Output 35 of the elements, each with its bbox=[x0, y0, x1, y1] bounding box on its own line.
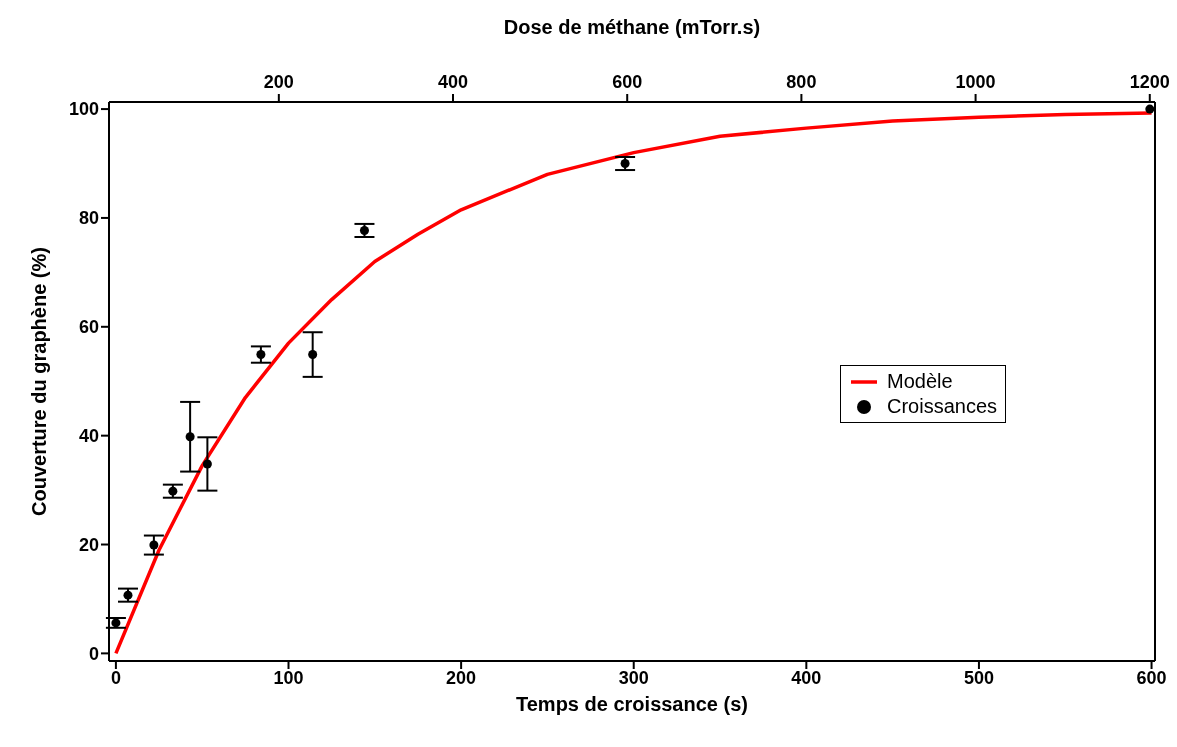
legend-label: Croissances bbox=[887, 394, 998, 419]
x-tick-label: 100 bbox=[273, 667, 304, 688]
y-tick-label: 40 bbox=[78, 426, 99, 447]
point bbox=[359, 225, 369, 235]
x2-tick-label: 800 bbox=[786, 72, 817, 92]
point bbox=[256, 350, 266, 360]
point bbox=[185, 432, 195, 442]
y-tick-label: 0 bbox=[88, 643, 99, 664]
x-tick-label: 300 bbox=[618, 667, 649, 688]
point bbox=[123, 590, 133, 600]
legend-label: Modèle bbox=[887, 369, 953, 394]
x2-tick-label: 1200 bbox=[1129, 72, 1170, 92]
y-tick-label: 100 bbox=[68, 99, 99, 120]
x-axis-title: Temps de croissance (s) bbox=[516, 693, 748, 715]
x2-tick-label: 400 bbox=[438, 72, 469, 92]
point bbox=[149, 540, 159, 550]
x-tick-label: 400 bbox=[791, 667, 822, 688]
point bbox=[308, 350, 318, 360]
x-tick-label: 200 bbox=[446, 667, 477, 688]
y-tick-label: 20 bbox=[78, 534, 99, 555]
point bbox=[1145, 104, 1155, 114]
point bbox=[111, 618, 121, 628]
point bbox=[168, 486, 178, 496]
x-tick-label: 0 bbox=[110, 667, 121, 688]
y-tick-label: 80 bbox=[78, 208, 99, 229]
x2-axis-title: Dose de méthane (mTorr.s) bbox=[503, 16, 761, 38]
x-tick-label: 500 bbox=[963, 667, 994, 688]
x2-tick-label: 1000 bbox=[955, 72, 996, 92]
x-tick-label: 600 bbox=[1136, 667, 1167, 688]
point bbox=[620, 159, 630, 169]
y-tick-label: 60 bbox=[78, 317, 99, 338]
point bbox=[202, 459, 212, 469]
x2-tick-label: 600 bbox=[612, 72, 643, 92]
x2-tick-label: 200 bbox=[263, 72, 294, 92]
y-axis-title: Couverture du graphène (%) bbox=[28, 247, 51, 516]
